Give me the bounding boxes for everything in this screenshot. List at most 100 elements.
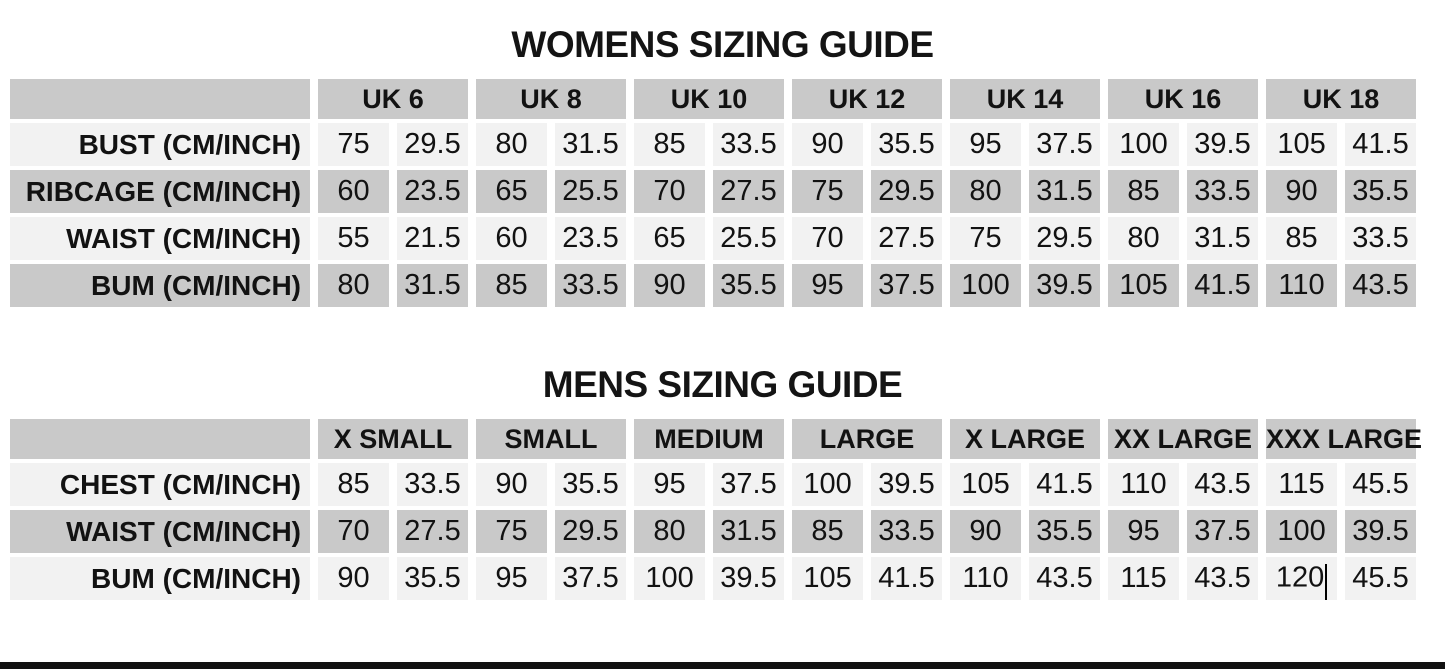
inch-value-cell: 39.5 xyxy=(871,463,943,506)
value-text: 100 xyxy=(961,269,1010,301)
value-text: 85 xyxy=(337,468,370,500)
measurement-row: WAIST (CM/INCH) 55 21.5 60 23.5 65 25.5 70 27.5 7… xyxy=(10,217,1417,260)
cm-value-cell: 65 xyxy=(476,170,548,213)
value-text: 75 xyxy=(337,128,370,160)
cm-value-cell: 115 xyxy=(1266,463,1338,506)
inch-value-cell: 37.5 xyxy=(1029,123,1101,166)
value-text: 41.5 xyxy=(1352,128,1409,160)
measurement-row: BUM (CM/INCH) 90 35.5 95 37.5 100 39.5 105 41.5 1… xyxy=(10,557,1417,600)
inch-value-cell: 35.5 xyxy=(555,463,627,506)
value-text: 31.5 xyxy=(720,515,777,547)
inch-value-cell: 33.5 xyxy=(1345,217,1417,260)
value-text: 90 xyxy=(495,468,528,500)
size-column-label: X SMALL xyxy=(333,423,453,454)
inch-value-cell: 43.5 xyxy=(1187,463,1259,506)
value-text: 23.5 xyxy=(404,175,461,207)
cm-value-cell: 95 xyxy=(476,557,547,600)
cm-value-cell: 100 xyxy=(792,463,864,506)
value-text: 105 xyxy=(803,562,852,594)
value-text: 27.5 xyxy=(404,515,461,547)
inch-value-cell: 45.5 xyxy=(1345,463,1417,506)
inch-value-cell: 31.5 xyxy=(713,510,785,553)
row-label: BUM (CM/INCH) xyxy=(10,557,310,600)
cm-value-cell: 100 xyxy=(950,264,1022,307)
cm-value-cell: 110 xyxy=(1108,463,1180,506)
inch-value-cell: 37.5 xyxy=(713,463,785,506)
value-text: 35.5 xyxy=(720,269,777,301)
value-text: 80 xyxy=(337,269,370,301)
value-text: 100 xyxy=(645,562,694,594)
cm-value-cell: 100 xyxy=(1266,510,1338,553)
cm-value-cell: 60 xyxy=(476,217,548,260)
inch-value-cell: 33.5 xyxy=(713,123,785,166)
value-text: 31.5 xyxy=(404,269,461,301)
value-text: 95 xyxy=(653,468,686,500)
size-column-label: UK 6 xyxy=(362,83,424,114)
value-text: 35.5 xyxy=(878,128,935,160)
size-column-header: UK 10 xyxy=(634,79,785,119)
value-text: 35.5 xyxy=(404,562,461,594)
cm-value-cell: 75 xyxy=(792,170,864,213)
row-label: RIBCAGE (CM/INCH) xyxy=(10,170,310,213)
cm-value-cell: 90 xyxy=(950,510,1022,553)
value-text: 35.5 xyxy=(1352,175,1409,207)
inch-value-cell: 33.5 xyxy=(871,510,943,553)
value-text: 85 xyxy=(811,515,844,547)
inch-value-cell: 37.5 xyxy=(555,557,627,600)
value-text: 70 xyxy=(811,222,844,254)
inch-value-cell: 25.5 xyxy=(555,170,627,213)
cm-value-cell: 75 xyxy=(950,217,1022,260)
cm-value-cell: 115 xyxy=(1108,557,1180,600)
row-label-text: BUM (CM/INCH) xyxy=(91,269,301,301)
size-column-header: UK 8 xyxy=(476,79,627,119)
cm-value-cell: 95 xyxy=(1108,510,1180,553)
size-column-label: UK 16 xyxy=(1144,83,1222,114)
value-text: 110 xyxy=(1120,468,1167,500)
inch-value-cell: 31.5 xyxy=(397,264,469,307)
inch-value-cell: 33.5 xyxy=(555,264,627,307)
row-label: WAIST (CM/INCH) xyxy=(10,510,310,553)
value-text: 29.5 xyxy=(404,128,461,160)
cm-value-cell: 90 xyxy=(1266,170,1338,213)
inch-value-cell: 29.5 xyxy=(555,510,627,553)
value-text: 25.5 xyxy=(720,222,777,254)
cm-value-cell: 100 xyxy=(1108,123,1180,166)
inch-value-cell: 45.5 xyxy=(1345,557,1417,600)
value-text: 41.5 xyxy=(1194,269,1251,301)
cm-value-cell: 105 xyxy=(1108,264,1180,307)
cm-value-cell: 80 xyxy=(950,170,1022,213)
size-column-header: SMALL xyxy=(476,419,627,459)
row-label-text: WAIST (CM/INCH) xyxy=(66,515,301,547)
inch-value-cell: 29.5 xyxy=(397,123,469,166)
cm-value-cell: 90 xyxy=(476,463,547,506)
cm-value-cell: 70 xyxy=(318,510,389,553)
value-text: 37.5 xyxy=(562,562,619,594)
womens-guide-title: WOMENS SIZING GUIDE xyxy=(511,24,934,65)
cm-value-cell: 80 xyxy=(476,123,548,166)
inch-value-cell: 43.5 xyxy=(1187,557,1259,600)
value-text: 90 xyxy=(811,128,844,160)
inch-value-cell: 33.5 xyxy=(1187,170,1259,213)
row-label-text: BUST (CM/INCH) xyxy=(78,128,301,160)
value-text: 39.5 xyxy=(1036,269,1093,301)
size-column-label: UK 8 xyxy=(520,83,582,114)
value-text: 33.5 xyxy=(562,269,619,301)
inch-value-cell: 41.5 xyxy=(1029,463,1101,506)
value-text: 33.5 xyxy=(404,468,461,500)
value-text: 37.5 xyxy=(1036,128,1093,160)
value-text: 90 xyxy=(337,562,370,594)
value-text: 65 xyxy=(653,222,686,254)
value-text: 55 xyxy=(337,222,370,254)
womens-header-row: UK 6 UK 8 UK 10 UK 12 UK 14 UK 16 UK 18 xyxy=(10,79,1417,119)
measurement-row: BUST (CM/INCH) 75 29.5 80 31.5 85 33.5 90 35.5 95… xyxy=(10,123,1417,166)
value-text: 29.5 xyxy=(878,175,935,207)
cm-value-cell: 105 xyxy=(1266,123,1338,166)
value-text: 105 xyxy=(961,468,1010,500)
value-text: 41.5 xyxy=(878,562,935,594)
inch-value-cell: 27.5 xyxy=(871,217,943,260)
value-text: 35.5 xyxy=(1036,515,1093,547)
value-text: 43.5 xyxy=(1194,562,1251,594)
cm-value-cell[interactable]: 120 xyxy=(1266,557,1338,600)
cm-value-cell: 75 xyxy=(318,123,389,166)
value-text: 75 xyxy=(969,222,1002,254)
